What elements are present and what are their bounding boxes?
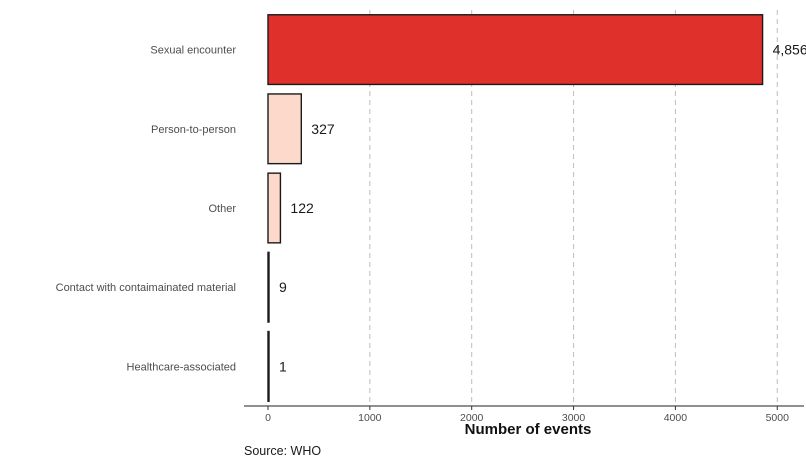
tick-label: 0 — [265, 412, 271, 424]
bar — [267, 93, 303, 165]
data-label: 122 — [290, 200, 314, 216]
bars — [267, 14, 764, 402]
bar-chart: Sexual encounter Person-to-person Other Con… — [56, 10, 806, 438]
x-axis-ticks: 0 1000 2000 3000 4000 5000 — [265, 406, 789, 424]
tick-label: 3000 — [562, 412, 586, 424]
category-label: Contact with contaimainated material — [56, 282, 236, 294]
data-label: 4,856 — [773, 42, 806, 58]
bar — [267, 14, 764, 86]
data-label: 327 — [311, 121, 335, 137]
bar — [267, 251, 270, 323]
bar — [267, 330, 270, 402]
x-axis-title: Number of events — [465, 421, 592, 438]
tick-label: 4000 — [664, 412, 688, 424]
category-label: Healthcare-associated — [127, 361, 236, 373]
tick-label: 5000 — [766, 412, 790, 424]
bar — [267, 172, 282, 244]
category-label: Other — [208, 203, 236, 215]
tick-label: 1000 — [358, 412, 382, 424]
category-label: Sexual encounter — [150, 45, 236, 57]
data-label: 1 — [279, 358, 287, 374]
category-label: Person-to-person — [151, 124, 236, 136]
category-labels: Sexual encounter Person-to-person Other Con… — [56, 45, 237, 374]
source-note: Source: WHO — [244, 444, 322, 458]
tick-label: 2000 — [460, 412, 484, 424]
value-labels: 4,856 327 122 9 1 — [279, 42, 806, 375]
data-label: 9 — [279, 279, 287, 295]
